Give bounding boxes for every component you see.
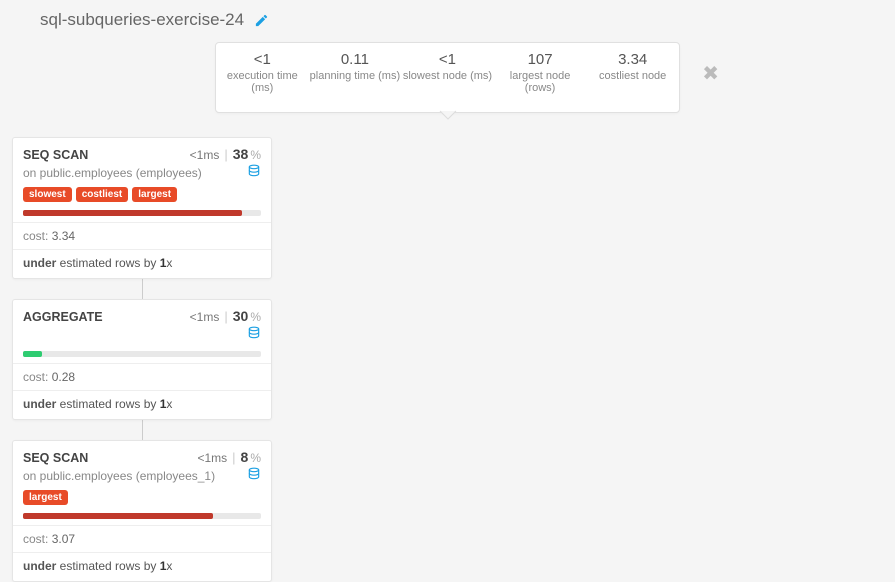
progress-fill [23,351,42,357]
edit-icon[interactable] [254,13,269,28]
node-pct: 8 [241,449,249,465]
stat-label: costliest node [586,70,679,82]
close-icon[interactable]: ✖ [702,61,719,86]
separator: | [219,147,232,162]
estimate-row: under estimated rows by 1x [13,250,271,278]
tag-largest: largest [23,490,68,505]
node-subtitle: on public.employees (employees_1) [13,467,271,490]
node-time: <1ms [190,148,220,162]
database-icon [247,164,261,181]
tag-row: slowest costliestlargest [13,187,271,208]
stat-value: <1 [216,51,309,68]
stat-label: slowest node (ms) [401,70,494,82]
stat-value: <1 [401,51,494,68]
node-title: AGGREGATE [23,310,103,324]
node-subtitle: on public.employees (employees) [13,164,271,187]
stat-label: planning time (ms) [309,70,402,82]
tag-largest: largest [132,187,177,202]
node-connector [142,279,143,299]
stat-slowest-node: <1 slowest node (ms) [401,51,494,94]
stat-value: 3.34 [586,51,679,68]
node-time: <1ms [190,310,220,324]
stat-largest-node: 107 largest node (rows) [494,51,587,94]
stat-execution-time: <1 execution time (ms) [216,51,309,94]
separator: | [219,309,232,324]
pct-sign: % [250,310,261,324]
node-pct: 30 [233,308,249,324]
progress-bar [23,210,261,216]
cost-row: cost: 3.07 [13,526,271,552]
stat-value: 107 [494,51,587,68]
estimate-row: under estimated rows by 1x [13,391,271,419]
chevron-down-icon [439,110,457,120]
node-title: SEQ SCAN [23,148,88,162]
database-icon [247,326,261,343]
pct-sign: % [250,148,261,162]
progress-bar [23,351,261,357]
progress-bar [23,513,261,519]
cost-row: cost: 3.34 [13,223,271,249]
plan-node[interactable]: SEQ SCAN <1ms|8 % on public.employees (emp… [12,440,272,582]
plan-node[interactable]: SEQ SCAN <1ms|38 % on public.employees (em… [12,137,272,279]
stats-bar: <1 execution time (ms) 0.11 planning tim… [215,42,680,113]
progress-fill [23,513,213,519]
plan-tree: SEQ SCAN<1ms|38 %on public.employees (em… [12,137,272,582]
plan-node[interactable]: AGGREGATE <1ms|30 % cost: 0.28under estima… [12,299,272,420]
tag-costliest: costliest [76,187,129,202]
node-subtitle [13,326,271,349]
tag-slowest: slowest [23,187,72,202]
node-title: SEQ SCAN [23,451,88,465]
estimate-row: under estimated rows by 1x [13,553,271,581]
node-connector [142,420,143,440]
cost-row: cost: 0.28 [13,364,271,390]
node-pct: 38 [233,146,249,162]
stat-costliest-node: 3.34 costliest node [586,51,679,94]
page-title: sql-subqueries-exercise-24 [40,10,244,30]
pct-sign: % [250,451,261,465]
stat-value: 0.11 [309,51,402,68]
tag-row: largest [13,490,271,511]
node-time: <1ms [197,451,227,465]
separator: | [227,450,240,465]
database-icon [247,467,261,484]
stat-planning-time: 0.11 planning time (ms) [309,51,402,94]
stat-label: execution time (ms) [216,70,309,94]
stat-label: largest node (rows) [494,70,587,94]
progress-fill [23,210,242,216]
